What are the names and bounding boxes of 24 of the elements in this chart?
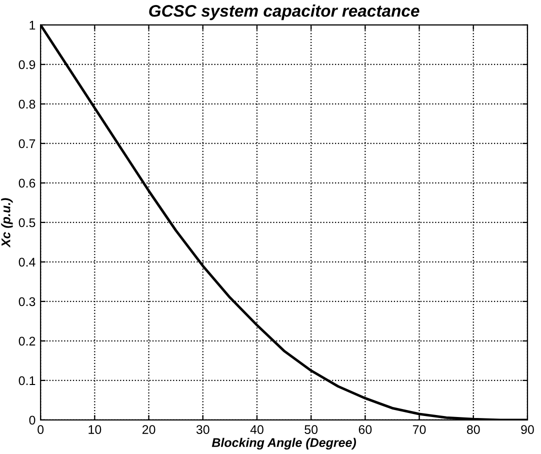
x-tick-label: 50	[304, 425, 318, 434]
x-tick-label: 40	[250, 425, 264, 434]
y-tick-label: 0.6	[18, 178, 36, 188]
chart-title: GCSC system capacitor reactance	[149, 4, 420, 20]
y-tick-label: 0.4	[18, 258, 36, 267]
y-tick-label: 0.5	[18, 218, 36, 228]
y-tick-label: 0.8	[18, 100, 36, 109]
y-tick-label: 0.7	[18, 139, 36, 148]
x-tick-label: 20	[142, 425, 156, 434]
y-tick-label: 0.2	[18, 336, 36, 346]
x-tick-label: 90	[521, 425, 534, 434]
x-axis-title: Blocking Angle (Degree)	[212, 438, 356, 450]
x-tick-label: 10	[88, 425, 102, 434]
x-tick-label: 80	[466, 425, 480, 434]
x-tick-label: 60	[358, 425, 372, 434]
x-tick-label: 70	[412, 425, 426, 434]
y-axis-title: Xc (p.u.)	[1, 198, 13, 248]
y-tick-label: 1	[30, 20, 36, 30]
y-tick-label: 0	[29, 416, 36, 425]
x-tick-label: 30	[196, 425, 210, 434]
y-tick-label: 0.9	[18, 60, 36, 70]
y-tick-label: 0.1	[18, 376, 36, 386]
y-tick-label: 0.3	[18, 297, 36, 306]
x-tick-label: 0	[38, 425, 44, 434]
